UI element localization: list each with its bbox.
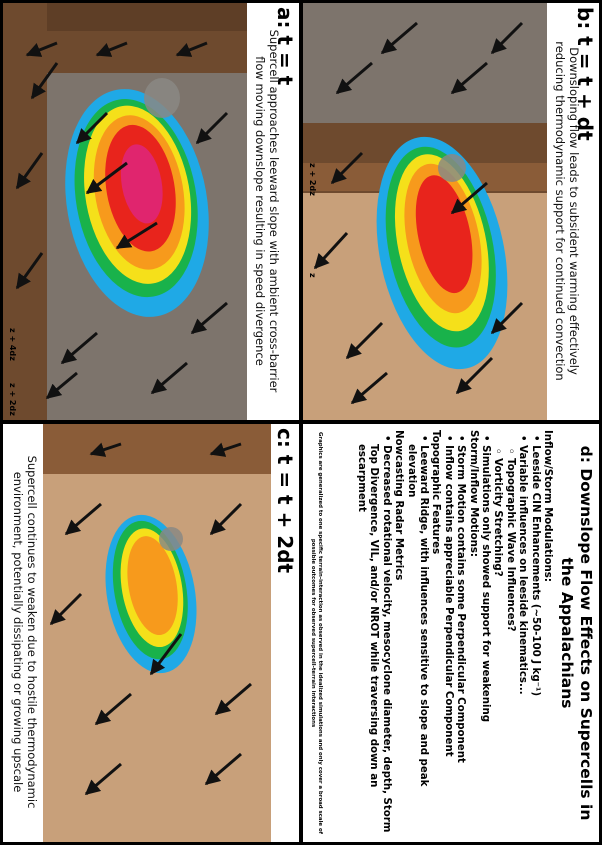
bullet-icon: • <box>517 435 529 446</box>
panel-d-item-text: Storm Motion contains some Perpendicular… <box>455 445 467 763</box>
panel-b-wind-arrows <box>313 21 524 405</box>
panel-d-item-text: Storm/Inflow Motions: <box>467 430 479 558</box>
panel-a: a: t = t Supercell approaches leeward sl… <box>0 0 302 423</box>
panel-d-item-text: Decreased rotational velocity, mesocyclo… <box>355 444 392 833</box>
bullet-icon: ◦ <box>492 448 504 459</box>
panel-d-item: Storm/Inflow Motions: <box>466 430 479 836</box>
panel-d-item-text: Topographic Wave Influences? <box>504 458 516 632</box>
panel-c-diagram <box>43 424 271 842</box>
panel-d-item-text: Inflow/Storm Modulations: <box>542 430 553 582</box>
bullet-icon: ◦ <box>504 448 516 459</box>
panel-a-hook <box>144 78 180 118</box>
panel-c-title: c: t = t + 2dt <box>273 428 297 574</box>
panel-d-item: • Simulations only showed support for we… <box>479 435 491 836</box>
panel-d-item-text: Vorticity Stretching? <box>492 458 504 577</box>
panel-a-supercell <box>65 89 209 317</box>
panel-d-item: • Leeside CIN Enhancements (~50-100 J kg… <box>528 435 541 836</box>
panel-c-hook <box>159 527 183 551</box>
panel-b-hook <box>438 154 466 182</box>
bullet-icon: • <box>417 435 429 446</box>
panel-a-z-label-1: z + 4dz <box>8 328 17 361</box>
bullet-icon: • <box>442 435 454 446</box>
panel-a-caption: Supercell approaches leeward slope with … <box>253 29 281 393</box>
panel-d-item-text: Simulations only showed support for weak… <box>479 445 491 722</box>
panel-d-item-text: Inflow contains appreciable Perpendicula… <box>442 445 454 757</box>
panel-d-item: • Decreased rotational velocity, mesocyc… <box>355 435 392 836</box>
panel-b-diagram <box>303 3 547 420</box>
panel-a-wind-arrows <box>15 41 229 400</box>
panel-b: b: t = t + dt Downsloping flow leads to … <box>300 0 602 423</box>
panel-c-supercell <box>105 514 197 674</box>
panel-d-title: d: Downslope Flow Effects on Supercells … <box>558 445 595 821</box>
panel-b-z-label-1: z + 2dz <box>308 163 317 196</box>
panel-d-item: Inflow/Storm Modulations: <box>541 430 553 836</box>
panel-d-item: ◦ Vorticity Stretching? <box>491 448 504 836</box>
bullet-icon: • <box>479 435 491 446</box>
panel-c: c: t = t + 2dt Supercell continues to we… <box>0 421 302 845</box>
panel-a-diagram <box>3 3 247 420</box>
panel-d-item: • Leeward Ridge, with influences sensiti… <box>404 435 429 836</box>
panel-c-caption: Supercell continues to weaken due to hos… <box>11 455 39 809</box>
panel-a-z-label-2: z + 2dz <box>8 383 17 416</box>
bullet-icon: • <box>380 435 392 446</box>
bullet-icon: • <box>529 435 541 446</box>
panel-d-item-text: Variable influences on leeside kinematic… <box>517 445 529 695</box>
panel-d-item: • Storm Motion contains some Perpendicul… <box>454 435 467 836</box>
panel-d-item: • Inflow contains appreciable Perpendicu… <box>441 435 454 836</box>
panel-d-item-text: Leeward Ridge, with influences sensitive… <box>405 444 429 787</box>
panel-c-wind-arrows <box>49 442 252 796</box>
panel-b-z-label-2: z <box>308 273 317 278</box>
panel-d-item-text: Topographic Features <box>430 430 442 555</box>
panel-d-bullet-list: Inflow/Storm Modulations: • Leeside CIN E… <box>355 430 553 836</box>
panel-d-item: • Variable influences on leeside kinemat… <box>516 435 529 836</box>
panel-d-item: Topographic Features <box>429 430 441 836</box>
panel-d-footnote: Graphics are generalized to one specific… <box>310 432 323 834</box>
panel-d-item-text: Nowcasting Radar Metrics <box>393 430 405 581</box>
panel-d-item: ◦ Topographic Wave Influences? <box>503 448 516 836</box>
bullet-icon: • <box>455 435 467 446</box>
panel-d-item: Nowcasting Radar Metrics <box>392 430 404 836</box>
panel-d-item-text: Leeside CIN Enhancements (~50-100 J kg⁻¹… <box>529 445 541 697</box>
panel-d: d: Downslope Flow Effects on Supercells … <box>300 421 602 845</box>
panel-b-caption: Downsloping flow leads to subsident warm… <box>553 41 581 381</box>
